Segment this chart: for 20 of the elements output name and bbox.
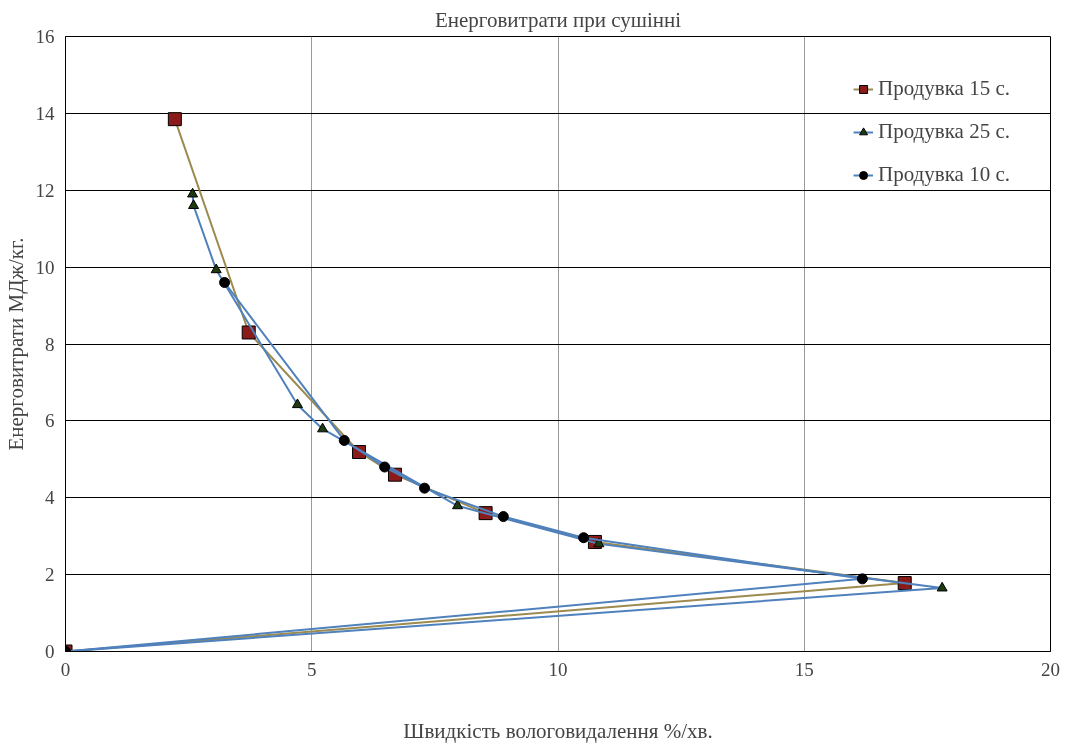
x-tick-label: 5 bbox=[307, 658, 317, 680]
x-tick-label: 10 bbox=[548, 658, 568, 680]
y-tick-label: 6 bbox=[45, 410, 55, 432]
y-tick-label: 14 bbox=[35, 102, 55, 124]
y-tick-label: 4 bbox=[45, 487, 55, 509]
y-tick-label: 12 bbox=[35, 179, 55, 201]
x-tick-label: 15 bbox=[794, 658, 814, 680]
y-tick-label: 16 bbox=[35, 26, 55, 47]
y-tick-label: 10 bbox=[35, 256, 55, 278]
y-tick-label: 8 bbox=[45, 333, 55, 355]
legend-label: Продувка 10 с. bbox=[878, 162, 1010, 187]
legend-label: Продувка 25 с. bbox=[878, 119, 1010, 144]
legend-label: Продувка 15 с. bbox=[878, 76, 1010, 101]
x-tick-label: 20 bbox=[1041, 658, 1060, 680]
y-tick-label: 0 bbox=[45, 641, 55, 662]
x-axis-title: Швидкість вологовидалення %/хв. bbox=[403, 718, 713, 743]
y-axis-title: Енерговитрати МДж/кг. bbox=[3, 237, 28, 451]
x-tick-label: 0 bbox=[60, 658, 71, 680]
chart-title: Енерговитрати при сушінні bbox=[434, 7, 682, 32]
y-tick-label: 2 bbox=[45, 564, 55, 586]
